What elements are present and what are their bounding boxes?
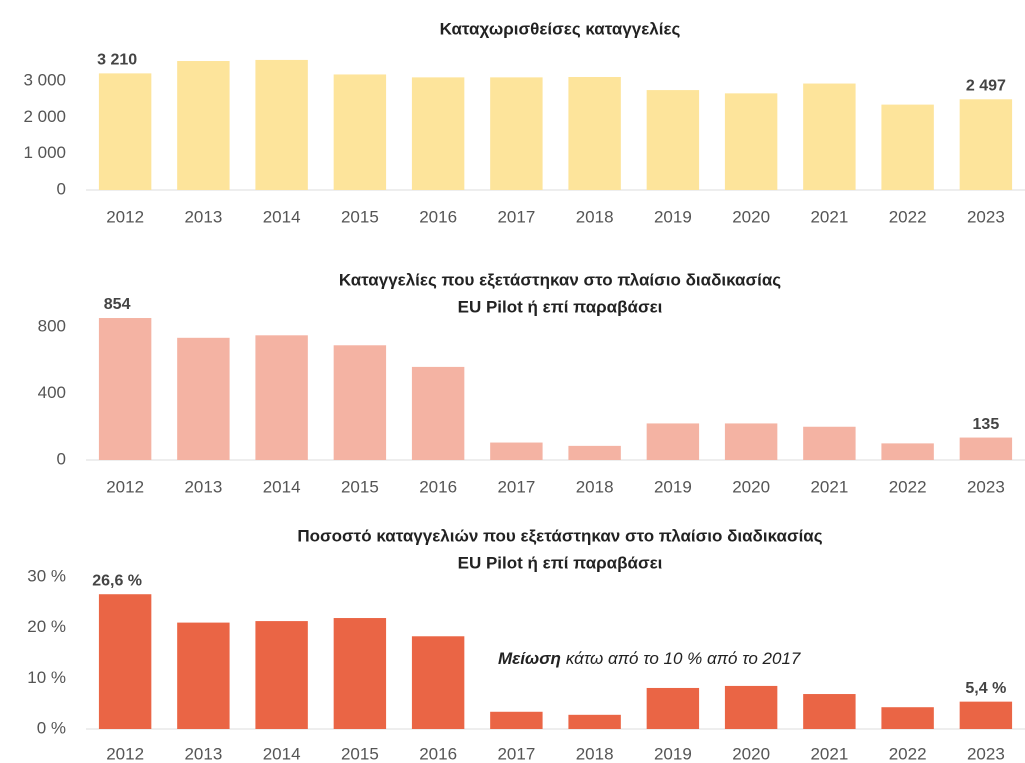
x-tick-label: 2020 — [732, 744, 770, 763]
bar — [98, 73, 152, 190]
chart-title: EU Pilot ή επί παραβάσει — [458, 553, 663, 572]
y-tick-label: 3 000 — [23, 70, 66, 89]
y-tick-label: 0 — [57, 449, 66, 468]
value-label: 854 — [104, 296, 131, 313]
bar — [411, 366, 465, 460]
bar — [490, 711, 543, 729]
bar — [568, 714, 621, 729]
x-tick-label: 2020 — [732, 477, 770, 496]
x-tick-label: 2014 — [263, 207, 301, 226]
y-tick-label: 20 % — [27, 617, 66, 636]
x-tick-label: 2016 — [419, 207, 457, 226]
x-tick-label: 2018 — [576, 477, 614, 496]
x-tick-label: 2017 — [497, 744, 535, 763]
x-tick-label: 2014 — [263, 477, 301, 496]
value-label: 3 210 — [97, 52, 137, 69]
chart-title: Καταχωρισθείσες καταγγελίες — [440, 19, 681, 38]
x-tick-label: 2012 — [106, 207, 144, 226]
x-tick-label: 2021 — [810, 744, 848, 763]
x-tick-label: 2019 — [654, 477, 692, 496]
bar — [98, 594, 152, 729]
y-tick-label: 1 000 — [23, 143, 66, 162]
x-tick-label: 2016 — [419, 477, 457, 496]
x-tick-label: 2018 — [576, 207, 614, 226]
bar — [255, 621, 308, 729]
bar — [177, 622, 230, 729]
bar — [646, 423, 700, 460]
value-label: 135 — [973, 416, 1000, 433]
x-tick-label: 2012 — [106, 744, 144, 763]
x-tick-label: 2013 — [184, 477, 222, 496]
bar — [411, 77, 465, 190]
bar — [881, 443, 934, 460]
x-tick-label: 2013 — [184, 744, 222, 763]
bar — [881, 104, 934, 190]
x-tick-label: 2023 — [967, 207, 1005, 226]
bar — [724, 93, 778, 190]
y-tick-label: 800 — [38, 316, 66, 335]
annotation: Μείωση κάτω από το 10 % από το 2017 — [498, 649, 801, 668]
x-tick-label: 2018 — [576, 744, 614, 763]
bar — [411, 636, 465, 729]
x-tick-label: 2020 — [732, 207, 770, 226]
x-tick-label: 2015 — [341, 207, 379, 226]
bar — [333, 618, 387, 729]
x-tick-label: 2019 — [654, 207, 692, 226]
bar — [177, 61, 230, 191]
x-tick-label: 2022 — [889, 207, 927, 226]
bar — [177, 337, 230, 460]
bar — [490, 442, 543, 460]
bar — [881, 707, 934, 729]
x-tick-label: 2017 — [497, 477, 535, 496]
bar — [568, 445, 621, 460]
bar — [724, 423, 778, 460]
x-tick-label: 2019 — [654, 744, 692, 763]
annotation-text: κάτω από το 10 % από το 2017 — [566, 649, 801, 668]
x-tick-label: 2013 — [184, 207, 222, 226]
chart-title: Ποσοστό καταγγελιών που εξετάστηκαν στο … — [297, 526, 822, 545]
x-tick-label: 2016 — [419, 744, 457, 763]
x-tick-label: 2022 — [889, 744, 927, 763]
bar — [959, 99, 1013, 190]
y-tick-label: 2 000 — [23, 107, 66, 126]
chart-title: EU Pilot ή επί παραβάσει — [458, 297, 663, 316]
x-tick-label: 2023 — [967, 744, 1005, 763]
x-tick-label: 2021 — [810, 207, 848, 226]
y-tick-label: 0 % — [37, 718, 66, 737]
x-tick-label: 2021 — [810, 477, 848, 496]
x-tick-label: 2022 — [889, 477, 927, 496]
bar — [568, 77, 621, 190]
bar — [490, 77, 543, 190]
x-tick-label: 2015 — [341, 477, 379, 496]
bar — [255, 59, 308, 190]
bar — [333, 345, 387, 460]
bar — [959, 701, 1013, 729]
bar — [98, 318, 152, 460]
y-tick-label: 10 % — [27, 668, 66, 687]
y-tick-label: 30 % — [27, 566, 66, 585]
bar — [803, 694, 856, 729]
value-label: 2 497 — [966, 77, 1006, 94]
bar — [333, 74, 387, 190]
x-tick-label: 2017 — [497, 207, 535, 226]
chart-title: Καταγγελίες που εξετάστηκαν στο πλαίσιο … — [339, 270, 781, 289]
x-tick-label: 2012 — [106, 477, 144, 496]
value-label: 5,4 % — [965, 680, 1006, 697]
bar — [255, 335, 308, 460]
bar — [803, 426, 856, 460]
x-tick-label: 2015 — [341, 744, 379, 763]
bar — [724, 685, 778, 729]
value-label: 26,6 % — [92, 572, 142, 589]
bar — [646, 90, 700, 190]
bar — [803, 83, 856, 190]
y-tick-label: 0 — [57, 179, 66, 198]
bar — [959, 437, 1013, 460]
y-tick-label: 400 — [38, 383, 66, 402]
annotation-emphasis: Μείωση — [498, 649, 561, 668]
bar — [646, 687, 700, 729]
x-tick-label: 2023 — [967, 477, 1005, 496]
x-tick-label: 2014 — [263, 744, 301, 763]
